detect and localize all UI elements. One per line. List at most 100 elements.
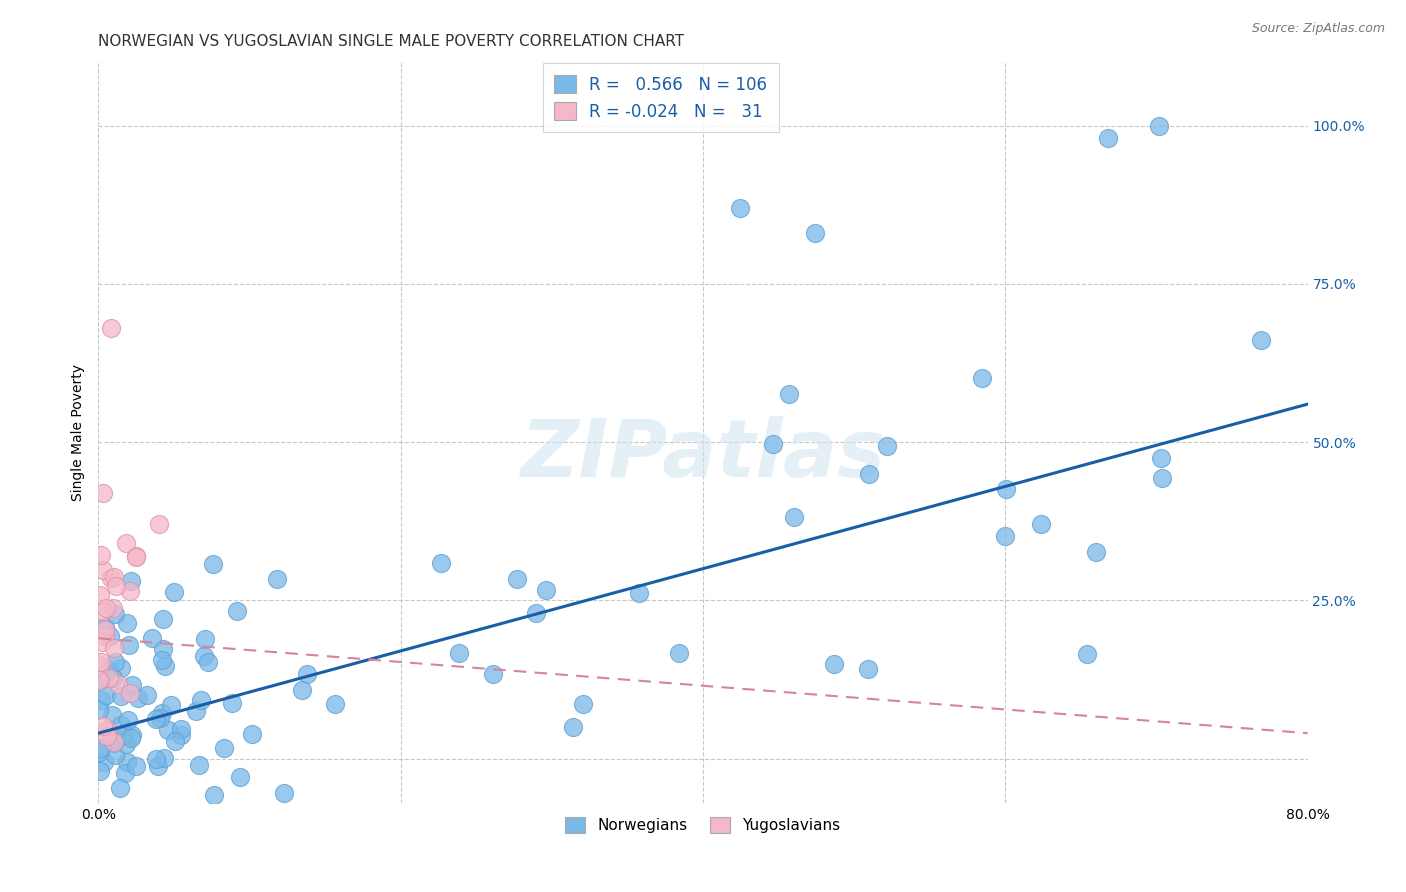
- Point: [110, 689, 132, 703]
- Point: [803, 227, 825, 241]
- Point: [823, 657, 845, 671]
- Point: [226, 604, 249, 618]
- Point: [201, 557, 224, 571]
- Point: [89, 740, 111, 755]
- Point: [90, 655, 112, 669]
- Point: [93, 619, 115, 633]
- Point: [104, 607, 127, 621]
- Point: [103, 569, 125, 583]
- Point: [524, 607, 547, 621]
- Point: [110, 718, 132, 732]
- Point: [94, 629, 117, 643]
- Point: [184, 704, 207, 718]
- Point: [89, 657, 111, 672]
- Point: [104, 655, 127, 669]
- Point: [170, 723, 193, 737]
- Point: [972, 371, 994, 385]
- Point: [87, 703, 110, 717]
- Point: [124, 813, 146, 827]
- Point: [730, 201, 752, 215]
- Point: [627, 586, 650, 600]
- Point: [153, 750, 176, 764]
- Point: [149, 711, 172, 725]
- Point: [118, 583, 141, 598]
- Point: [127, 690, 149, 705]
- Y-axis label: Single Male Poverty: Single Male Poverty: [72, 364, 86, 501]
- Point: [125, 549, 148, 563]
- Point: [100, 571, 122, 585]
- Point: [242, 727, 264, 741]
- Point: [762, 437, 785, 451]
- Point: [129, 860, 152, 874]
- Point: [1250, 333, 1272, 347]
- Point: [169, 729, 191, 743]
- Point: [89, 673, 111, 687]
- Point: [91, 604, 114, 618]
- Point: [273, 786, 295, 800]
- Point: [124, 549, 146, 564]
- Point: [89, 588, 111, 602]
- Text: ZIPatlas: ZIPatlas: [520, 416, 886, 494]
- Point: [120, 731, 142, 745]
- Point: [668, 647, 690, 661]
- Point: [120, 574, 142, 588]
- Point: [117, 638, 139, 652]
- Point: [534, 583, 557, 598]
- Point: [104, 747, 127, 762]
- Point: [145, 752, 167, 766]
- Legend: Norwegians, Yugoslavians: Norwegians, Yugoslavians: [560, 811, 846, 839]
- Point: [110, 661, 132, 675]
- Point: [156, 723, 179, 738]
- Point: [125, 759, 148, 773]
- Point: [105, 579, 128, 593]
- Point: [148, 517, 170, 532]
- Point: [994, 529, 1017, 543]
- Point: [449, 646, 471, 660]
- Point: [202, 789, 225, 803]
- Point: [96, 601, 118, 615]
- Point: [152, 612, 174, 626]
- Point: [155, 659, 177, 673]
- Point: [141, 632, 163, 646]
- Text: NORWEGIAN VS YUGOSLAVIAN SINGLE MALE POVERTY CORRELATION CHART: NORWEGIAN VS YUGOSLAVIAN SINGLE MALE POV…: [98, 34, 685, 49]
- Point: [103, 735, 125, 749]
- Point: [90, 693, 112, 707]
- Point: [112, 728, 135, 742]
- Point: [101, 707, 124, 722]
- Point: [1150, 471, 1173, 485]
- Point: [291, 683, 314, 698]
- Point: [858, 467, 880, 481]
- Point: [96, 729, 118, 743]
- Point: [117, 615, 139, 630]
- Point: [87, 745, 110, 759]
- Point: [876, 439, 898, 453]
- Point: [150, 653, 173, 667]
- Point: [103, 640, 125, 655]
- Point: [1084, 545, 1107, 559]
- Point: [89, 673, 111, 688]
- Point: [297, 667, 319, 681]
- Point: [1097, 131, 1119, 145]
- Point: [91, 719, 114, 733]
- Point: [856, 662, 879, 676]
- Point: [430, 556, 453, 570]
- Point: [229, 770, 252, 784]
- Point: [1149, 451, 1171, 466]
- Point: [117, 713, 139, 727]
- Point: [108, 781, 131, 796]
- Point: [121, 678, 143, 692]
- Point: [482, 667, 505, 681]
- Point: [561, 720, 583, 734]
- Point: [266, 572, 288, 586]
- Point: [118, 686, 141, 700]
- Point: [783, 509, 806, 524]
- Point: [778, 387, 800, 401]
- Point: [160, 698, 183, 713]
- Point: [136, 828, 159, 842]
- Point: [163, 585, 186, 599]
- Point: [94, 688, 117, 702]
- Point: [96, 663, 118, 677]
- Point: [115, 755, 138, 769]
- Point: [103, 601, 125, 615]
- Point: [104, 731, 127, 746]
